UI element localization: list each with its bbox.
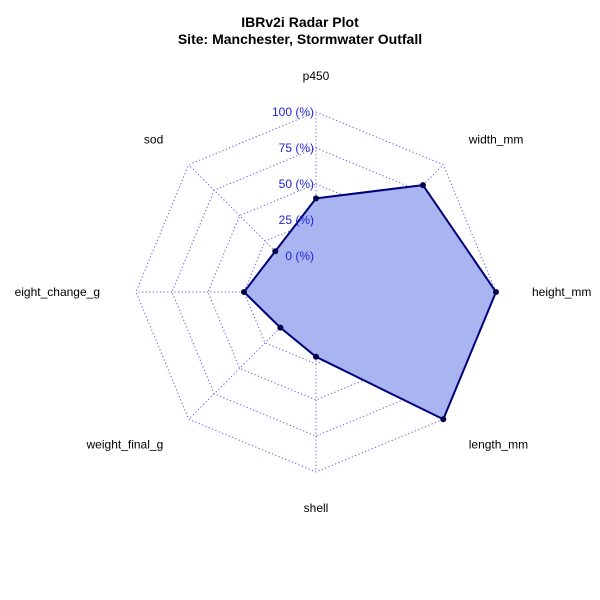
radar-data-point — [272, 248, 279, 255]
radar-data-point — [313, 195, 319, 202]
radar-axis-label: p450 — [303, 69, 330, 83]
radar-axis-label: sod — [144, 132, 163, 146]
radar-axis-label: height_mm — [532, 285, 591, 299]
radar-data-point — [440, 416, 447, 423]
radar-tick-label: 25 (%) — [279, 213, 314, 227]
radar-grid-ring — [207, 183, 425, 401]
radar-axis-label: weight_final_g — [86, 438, 164, 452]
radar-tick-label: 50 (%) — [279, 177, 314, 191]
radar-series — [241, 182, 499, 423]
radar-grid-ring — [171, 147, 461, 437]
radar-data-point — [419, 182, 426, 189]
chart-subtitle: Site: Manchester, Stormwater Outfall — [178, 31, 422, 47]
radar-axis-label: eight_change_g — [15, 285, 100, 299]
radar-axis-label: width_mm — [468, 132, 524, 146]
chart-title: IBRv2i Radar Plot — [241, 14, 359, 30]
radar-tick-label: 100 (%) — [272, 105, 314, 119]
radar-tick-labels: 0 (%) 25 (%) 50 (%) 75 (%) 100 (%) — [272, 105, 314, 263]
radar-data-point — [313, 353, 319, 360]
radar-spoke — [188, 291, 317, 420]
radar-tick-label: 75 (%) — [279, 141, 314, 155]
radar-data-point — [277, 324, 284, 331]
radar-data-point — [493, 289, 499, 295]
radar-grid-ring — [135, 111, 497, 473]
radar-axis-label: shell — [304, 501, 329, 515]
radar-tick-label: 0 (%) — [285, 249, 314, 263]
radar-axis-label: length_mm — [469, 438, 528, 452]
radar-spoke — [188, 164, 317, 293]
radar-data-point — [241, 289, 247, 295]
